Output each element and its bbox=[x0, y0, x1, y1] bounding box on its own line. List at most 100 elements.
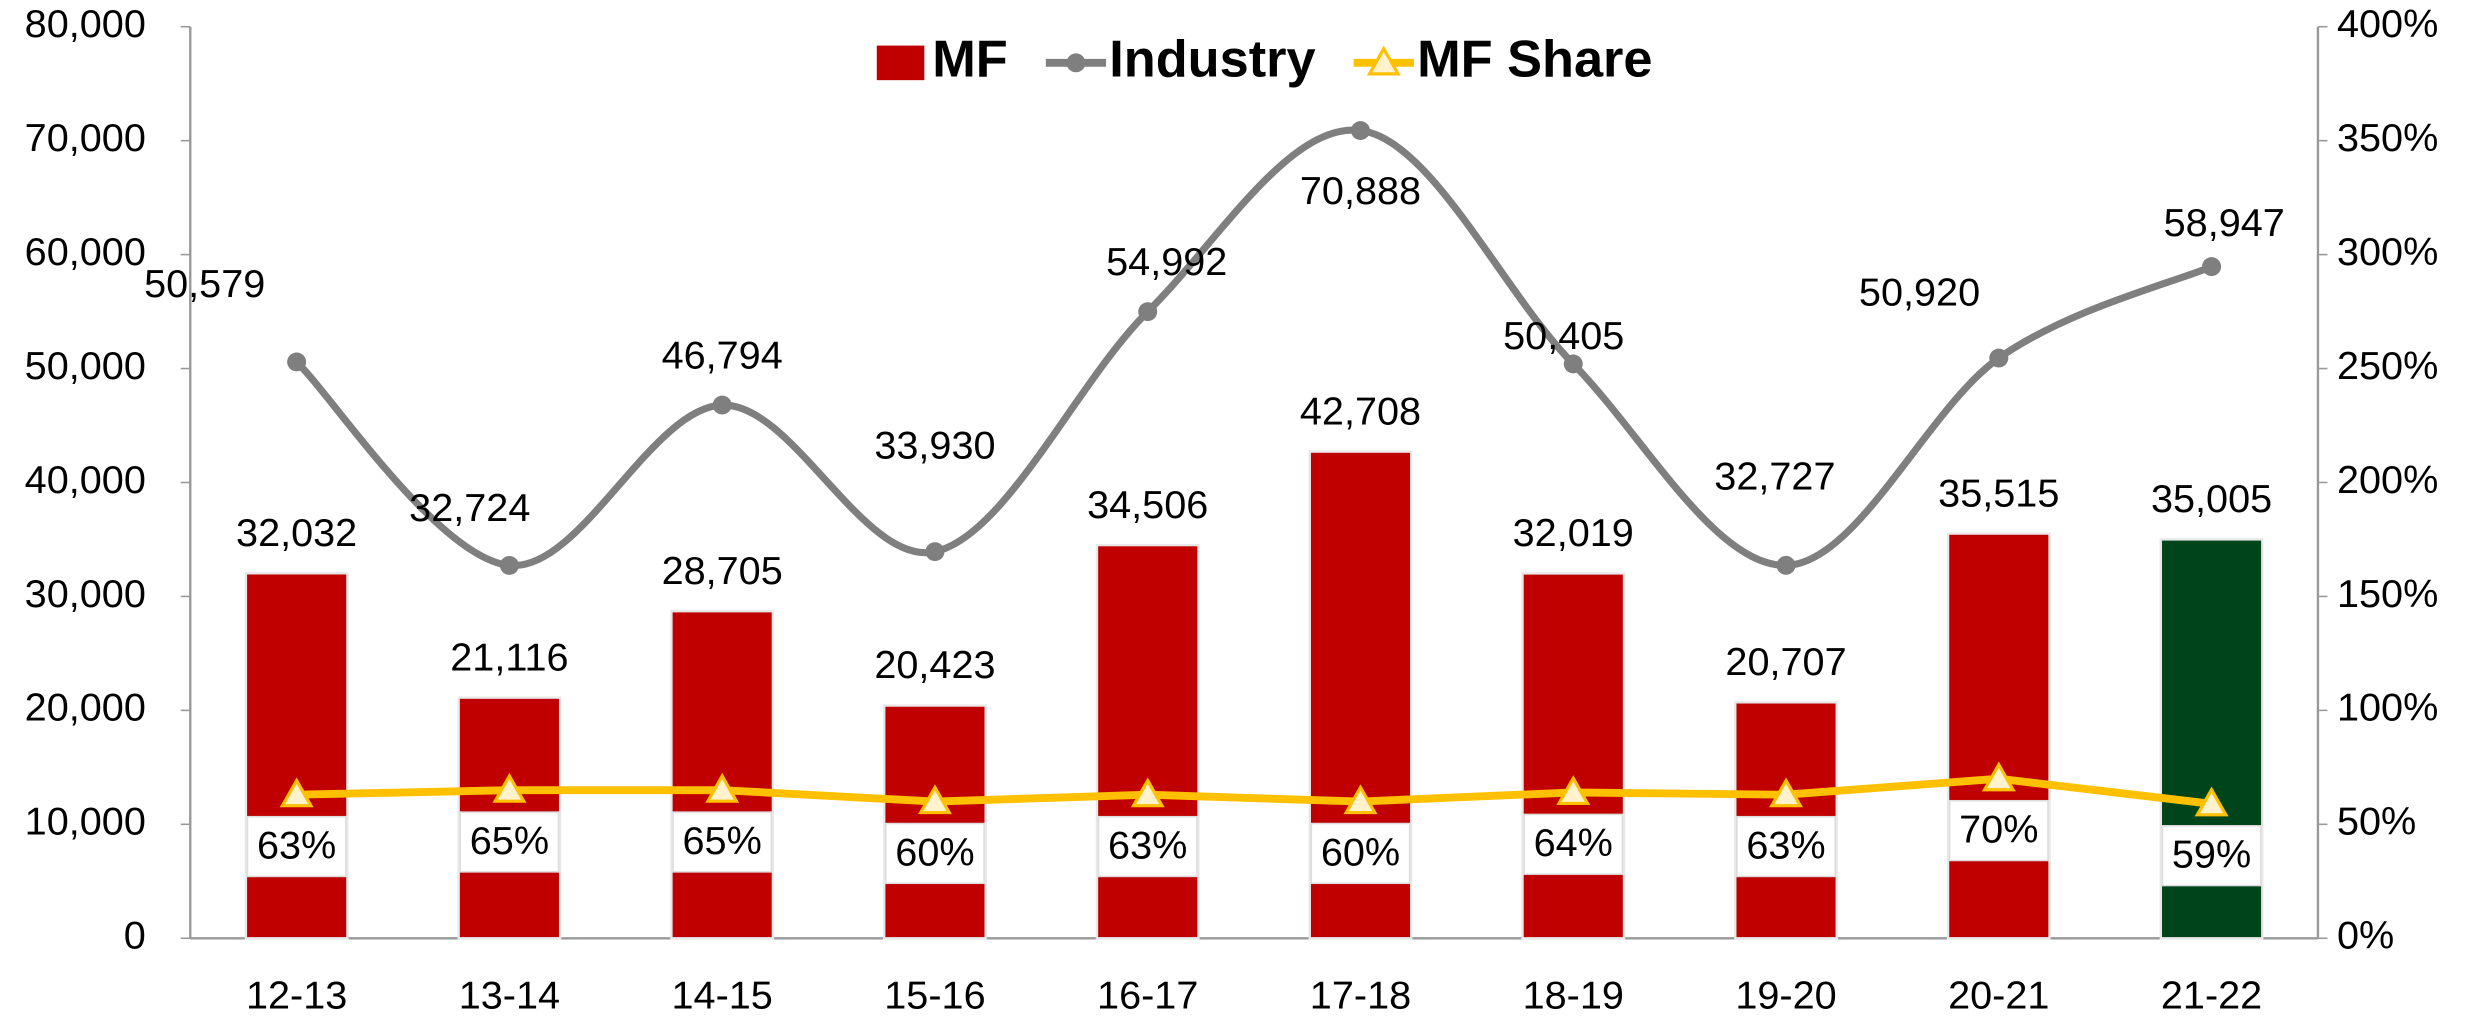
label-box bbox=[1736, 815, 1836, 878]
y-tick-label: 70,000 bbox=[25, 116, 146, 160]
line bbox=[294, 126, 2213, 569]
x-tick-label: 21-22 bbox=[2161, 974, 2262, 1018]
line-value-label: 46,794 bbox=[662, 333, 783, 377]
label-box bbox=[1948, 799, 2049, 862]
bar bbox=[1095, 543, 1200, 940]
bar bbox=[1521, 572, 1626, 940]
y2-tick-label: 100% bbox=[2337, 686, 2438, 730]
y-tick-label: 0 bbox=[124, 914, 146, 958]
bar-value-label: 32,032 bbox=[236, 511, 357, 555]
line-value-label: 50,405 bbox=[1503, 314, 1624, 358]
marker bbox=[1769, 777, 1803, 808]
marker bbox=[499, 555, 519, 575]
y-tick-label: 80,000 bbox=[25, 2, 146, 46]
y2-tick-label: 250% bbox=[2337, 344, 2438, 388]
share-value-label: 63% bbox=[1746, 824, 1825, 868]
x-tick-label: 18-19 bbox=[1523, 974, 1624, 1018]
y2-tick-label: 350% bbox=[2337, 116, 2438, 160]
line-value-label: 58,947 bbox=[2164, 201, 2285, 245]
share-value-label: 70% bbox=[1959, 808, 2038, 852]
bar bbox=[1946, 532, 2051, 940]
marker bbox=[2194, 786, 2229, 817]
y-tick-label: 20,000 bbox=[25, 686, 146, 730]
share-value-label: 59% bbox=[2172, 833, 2251, 877]
y2-tick-label: 200% bbox=[2337, 458, 2438, 502]
bar bbox=[244, 572, 349, 940]
share-value-label: 65% bbox=[470, 819, 549, 863]
marker bbox=[1130, 777, 1165, 808]
y-tick-label: 30,000 bbox=[25, 572, 146, 616]
legend-swatch bbox=[876, 45, 925, 81]
x-tick-label: 12-13 bbox=[246, 974, 347, 1018]
label-box bbox=[246, 815, 347, 878]
marker bbox=[2202, 257, 2222, 277]
line-value-label: 32,724 bbox=[409, 486, 530, 530]
x-tick-label: 20-21 bbox=[1948, 974, 2049, 1018]
label-box bbox=[672, 811, 773, 873]
share-value-label: 65% bbox=[683, 819, 762, 863]
bar-value-label: 20,423 bbox=[874, 643, 995, 687]
bar-value-label: 21,116 bbox=[450, 635, 568, 679]
label-box bbox=[885, 822, 985, 885]
marker bbox=[492, 772, 527, 803]
marker bbox=[287, 352, 307, 372]
label-box bbox=[2161, 825, 2262, 887]
share-value-label: 63% bbox=[257, 824, 336, 868]
bar-value-label: 28,705 bbox=[662, 549, 783, 593]
marker bbox=[705, 772, 740, 803]
y-tick-label: 50,000 bbox=[25, 344, 146, 388]
x-tick-label: 15-16 bbox=[884, 974, 985, 1018]
legend-label: Industry bbox=[1109, 31, 1315, 89]
line-value-label: 50,579 bbox=[144, 262, 265, 306]
bar-value-label: 35,515 bbox=[1938, 471, 2059, 515]
line-value-label: 54,992 bbox=[1106, 240, 1227, 284]
line-value-label: 33,930 bbox=[874, 423, 995, 467]
label-box bbox=[1523, 813, 1624, 875]
y-tick-label: 60,000 bbox=[25, 230, 146, 274]
x-tick-label: 17-18 bbox=[1310, 974, 1411, 1018]
label-box bbox=[1310, 822, 1411, 885]
label-box bbox=[1097, 815, 1198, 878]
x-tick-label: 19-20 bbox=[1735, 974, 1836, 1018]
share-value-label: 63% bbox=[1108, 824, 1187, 868]
marker bbox=[1343, 784, 1378, 815]
legend-marker bbox=[1366, 45, 1401, 76]
marker bbox=[1776, 555, 1796, 575]
line-value-label: 50,920 bbox=[1859, 271, 1980, 315]
bar bbox=[883, 704, 987, 940]
legend-label: MF bbox=[932, 31, 1008, 89]
marker bbox=[1989, 348, 2009, 368]
x-tick-label: 13-14 bbox=[459, 974, 560, 1018]
share-value-label: 64% bbox=[1534, 821, 1613, 865]
marker bbox=[1138, 302, 1158, 322]
x-tick-label: 14-15 bbox=[672, 974, 773, 1018]
line-value-label: 70,888 bbox=[1300, 169, 1421, 213]
marker bbox=[925, 542, 945, 562]
y2-tick-label: 0% bbox=[2337, 914, 2394, 958]
line bbox=[296, 774, 2213, 808]
y2-tick-label: 400% bbox=[2337, 2, 2438, 46]
label-box bbox=[459, 811, 560, 873]
bar-value-label: 32,019 bbox=[1513, 511, 1634, 555]
marker bbox=[1981, 761, 2016, 792]
marker bbox=[1556, 775, 1591, 805]
y-tick-label: 40,000 bbox=[25, 458, 146, 502]
bar-value-label: 42,708 bbox=[1300, 389, 1421, 433]
marker bbox=[1563, 354, 1583, 374]
marker bbox=[712, 395, 732, 415]
marker bbox=[917, 784, 952, 815]
line-value-label: 32,727 bbox=[1714, 454, 1835, 498]
y-tick-label: 10,000 bbox=[25, 800, 146, 844]
bar-value-label: 34,506 bbox=[1087, 483, 1208, 527]
legend-marker bbox=[1066, 53, 1086, 73]
legend-label: MF Share bbox=[1417, 31, 1652, 89]
y2-tick-label: 150% bbox=[2337, 572, 2438, 616]
bar-value-label: 20,707 bbox=[1725, 640, 1846, 684]
share-value-label: 60% bbox=[1321, 831, 1400, 875]
bar-value-label: 35,005 bbox=[2151, 477, 2272, 521]
share-value-label: 60% bbox=[895, 831, 974, 875]
y2-tick-label: 50% bbox=[2337, 800, 2416, 844]
y2-tick-label: 300% bbox=[2337, 230, 2438, 274]
x-tick-label: 16-17 bbox=[1097, 974, 1198, 1018]
